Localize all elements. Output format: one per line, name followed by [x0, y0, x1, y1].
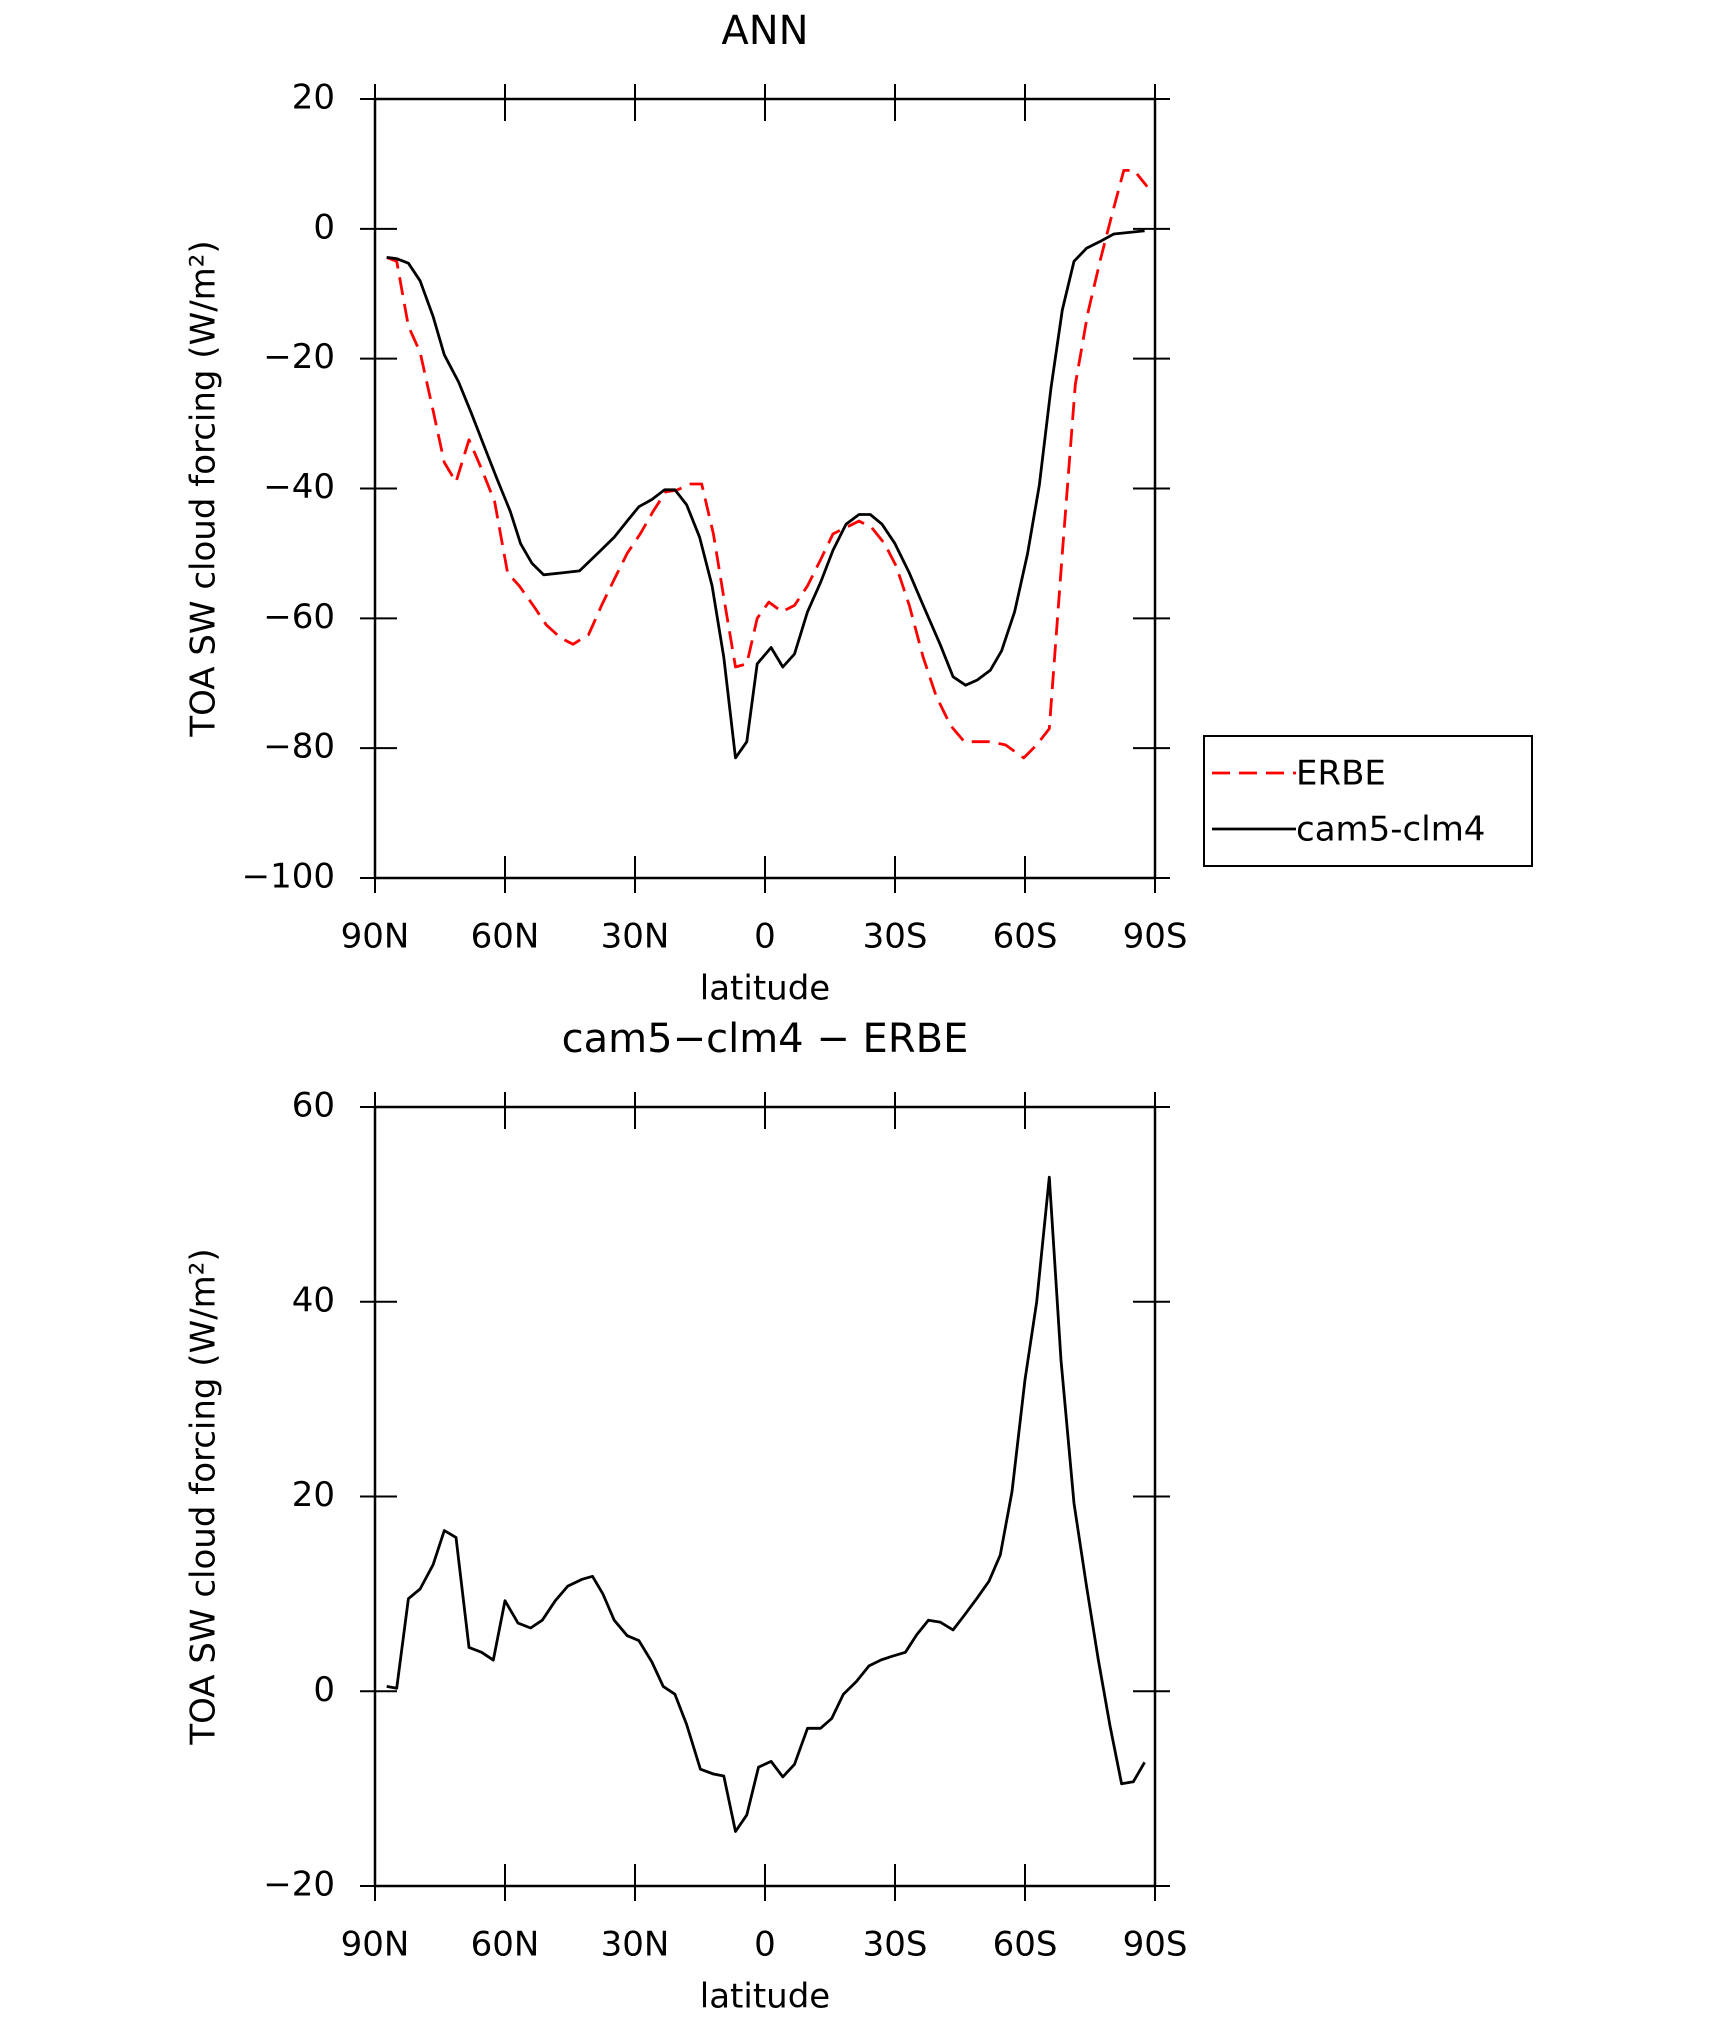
x-tick-label: 90S	[1123, 917, 1188, 957]
y-tick-label: −80	[263, 727, 335, 767]
x-axis-label: latitude	[700, 1977, 830, 2017]
y-tick-label: −20	[263, 1865, 335, 1905]
legend-label: cam5-clm4	[1296, 810, 1485, 850]
plot-frame	[373, 1105, 1157, 1888]
x-tick-label: 60N	[471, 1925, 540, 1965]
x-tick-label: 60S	[993, 917, 1058, 957]
y-tick-label: −60	[263, 597, 335, 637]
series-line	[386, 169, 1149, 760]
plot-frame	[373, 97, 1157, 880]
legend-box	[1203, 735, 1533, 867]
y-axis-label: TOA SW cloud forcing (W/m²)	[184, 1248, 224, 1745]
x-axis-label: latitude	[700, 969, 830, 1009]
y-tick-label: −100	[242, 857, 335, 897]
chart-title: ANN	[721, 8, 808, 54]
x-tick-label: 90N	[341, 1925, 410, 1965]
y-tick-label: 0	[313, 207, 335, 247]
y-tick-label: 0	[313, 1670, 335, 1710]
y-tick-label: −20	[263, 337, 335, 377]
chart-title: cam5−clm4 − ERBE	[562, 1016, 969, 1062]
x-tick-label: 30S	[863, 1925, 928, 1965]
y-tick-label: 20	[292, 1475, 335, 1515]
y-tick-label: −40	[263, 467, 335, 507]
x-tick-label: 60S	[993, 1925, 1058, 1965]
x-tick-label: 30N	[601, 917, 670, 957]
y-tick-label: 40	[292, 1280, 335, 1320]
series-line	[386, 229, 1145, 760]
series-line	[386, 1175, 1146, 1833]
x-tick-label: 0	[754, 1925, 776, 1965]
x-tick-label: 90N	[341, 917, 410, 957]
x-tick-label: 0	[754, 917, 776, 957]
legend-label: ERBE	[1296, 754, 1386, 794]
y-tick-label: 60	[292, 1086, 335, 1126]
y-axis-label: TOA SW cloud forcing (W/m²)	[184, 240, 224, 737]
x-tick-label: 90S	[1123, 1925, 1188, 1965]
y-tick-label: 20	[292, 78, 335, 118]
x-tick-label: 60N	[471, 917, 540, 957]
x-tick-label: 30S	[863, 917, 928, 957]
x-tick-label: 30N	[601, 1925, 670, 1965]
